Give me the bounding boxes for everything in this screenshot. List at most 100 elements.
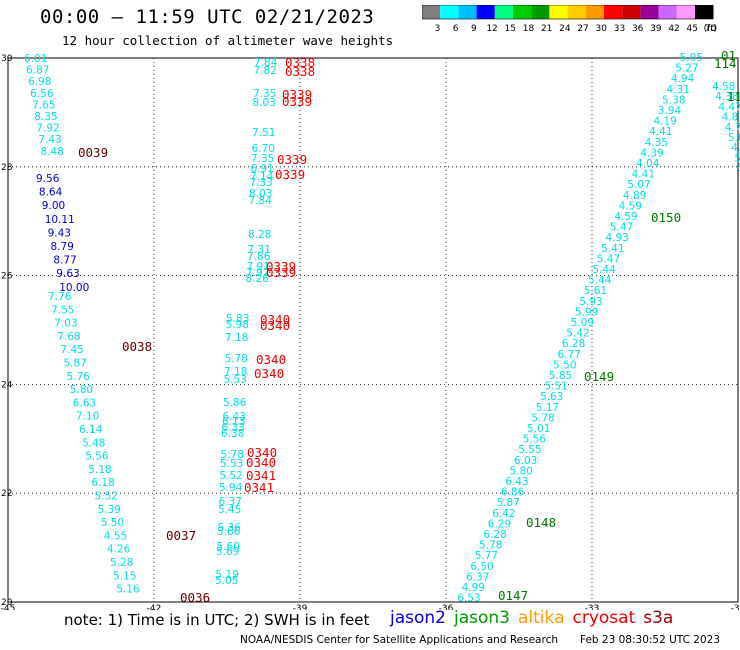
pass-time-label: 01 xyxy=(721,48,736,63)
pass-time-label: 0338 xyxy=(285,64,315,79)
wave-height-value: 6.38 xyxy=(221,428,244,440)
wave-height-value: 6.33 xyxy=(222,422,245,434)
wave-height-value: 4.99 xyxy=(462,582,485,594)
color-scale-bar: 3 6 9 12 15 18 21 24 27 30 33 36 39 42 45 70(ft) xyxy=(422,5,718,34)
legend-entry-altika: altika xyxy=(518,608,565,628)
wave-height-value: 5.53 xyxy=(220,458,243,470)
color-swatch xyxy=(676,5,695,19)
wave-height-value: 7.03 xyxy=(54,318,77,330)
color-scale-frame xyxy=(422,5,714,20)
wave-height-value: 5.45 xyxy=(218,504,241,516)
wave-height-value: 5.53 xyxy=(224,374,247,386)
wave-height-value: 4.59 xyxy=(614,211,637,223)
color-scale-label: 33 xyxy=(614,24,625,34)
wave-height-value: 5.80 xyxy=(510,465,533,477)
wave-height-value: 4.41 xyxy=(632,169,655,181)
wave-height-value: 7.14 xyxy=(250,171,274,183)
wave-height-value: 7.92 xyxy=(246,267,269,279)
pass-time-label: 0341 xyxy=(246,468,276,483)
pass-time-label: 0340 xyxy=(260,318,290,333)
wave-height-value: 5.60 xyxy=(217,541,240,553)
wave-height-value: 6.56 xyxy=(30,88,54,100)
wave-height-value: 6.53 xyxy=(457,593,480,605)
wave-height-value: 6.01 xyxy=(24,53,47,65)
wave-height-map: -45-42-39-36-33-303028262422206.016.876.… xyxy=(1,48,740,610)
color-scale-label: 36 xyxy=(632,24,644,34)
wave-height-value: 5.05 xyxy=(680,52,703,64)
wave-height-value: 6.18 xyxy=(91,477,114,489)
pass-time-label: 0339 xyxy=(275,167,305,182)
wave-height-value: 7.10 xyxy=(76,411,99,423)
wave-height-value: 4.41 xyxy=(649,126,672,138)
pass-time-label: 11 xyxy=(727,89,740,104)
wave-height-value: 4.93 xyxy=(605,232,628,244)
wave-height-value: 6.63 xyxy=(73,397,96,409)
pass-time-label: 0341 xyxy=(244,480,274,495)
wave-height-value: 6.03 xyxy=(514,455,537,467)
wave-height-value: 7.86 xyxy=(247,251,271,263)
wave-height-value: 6.70 xyxy=(252,143,275,155)
wave-height-value: 5.28 xyxy=(110,557,133,569)
credit-line: NOAA/NESDIS Center for Satellite Applica… xyxy=(240,634,558,646)
wave-height-value: 4.47 xyxy=(718,101,740,113)
lon-tick-label: -42 xyxy=(147,604,162,610)
pass-time-label: 0039 xyxy=(78,145,108,160)
color-scale-label: 27 xyxy=(577,24,588,34)
wave-height-value: 5.55 xyxy=(518,444,541,456)
wave-height-value: 5.27 xyxy=(675,63,698,75)
wave-height-value: 7.84 xyxy=(254,57,278,69)
wave-height-value: 5.56 xyxy=(85,451,109,463)
wave-height-value: 5.16 xyxy=(116,584,140,596)
map-frame xyxy=(7,57,739,603)
color-swatch xyxy=(604,5,623,19)
wave-height-value: 5.98 xyxy=(226,319,249,331)
color-scale-label: 42 xyxy=(668,24,679,34)
wave-height-value: 7.82 xyxy=(254,65,277,77)
wave-height-value: 7.55 xyxy=(51,304,74,316)
wave-height-value: 5.44 xyxy=(588,275,612,287)
wave-height-value: 5.52 xyxy=(220,470,243,482)
wave-height-value: 5.99 xyxy=(575,306,598,318)
wave-height-value: 5.86 xyxy=(223,397,247,409)
lat-tick-label: 20 xyxy=(1,598,13,608)
wave-height-value: 8.35 xyxy=(34,111,57,123)
legend-entry-jason2: jason2 xyxy=(390,608,446,628)
wave-height-value: 7.92 xyxy=(36,123,59,135)
wave-height-value: 5.41 xyxy=(601,243,624,255)
color-scale-unit: (ft) xyxy=(704,24,718,34)
color-scale-label: 70 xyxy=(705,24,717,34)
color-swatch xyxy=(476,5,495,19)
wave-height-value: 7.43 xyxy=(38,134,61,146)
wave-height-value: 6.91 xyxy=(251,163,274,175)
color-swatch xyxy=(422,5,441,19)
wave-height-value: 10.00 xyxy=(59,282,89,294)
satellite-legend: jason2 jason3 altika cryosat s3a xyxy=(390,608,681,628)
wave-height-value: 8.79 xyxy=(51,241,74,253)
pass-time-label: 0037 xyxy=(166,528,196,543)
wave-height-value: 8.28 xyxy=(248,229,271,241)
wave-height-value: 5.48 xyxy=(82,437,105,449)
color-swatch xyxy=(494,5,513,19)
color-scale-label: 39 xyxy=(650,24,662,34)
wave-height-value: 7.76 xyxy=(48,291,72,303)
pass-time-label: 0340 xyxy=(254,366,284,381)
color-scale-label: 21 xyxy=(541,24,552,34)
pass-time-label: 0150 xyxy=(651,210,681,225)
footer-note: note: 1) Time is in UTC; 2) SWH is in fe… xyxy=(64,611,370,629)
pass-time-label: 0339 xyxy=(266,259,296,274)
wave-height-value: 5.38 xyxy=(662,94,685,106)
color-scale-label: 15 xyxy=(505,24,516,34)
wave-height-value: 9.56 xyxy=(36,173,60,185)
wave-height-value: 5.47 xyxy=(610,222,633,234)
lat-tick-label: 26 xyxy=(1,272,13,282)
pass-time-label: 0148 xyxy=(526,515,556,530)
wave-height-value: 7.18 xyxy=(224,366,247,378)
wave-height-value: 4.04 xyxy=(636,158,660,170)
wave-height-value: 9.63 xyxy=(56,268,79,280)
page-subtitle: 12 hour collection of altimeter wave hei… xyxy=(62,33,394,48)
color-swatch xyxy=(695,5,714,19)
color-swatch xyxy=(622,5,641,19)
wave-height-value: 5.47 xyxy=(597,253,620,265)
wave-height-value: 4.38 xyxy=(715,91,738,103)
wave-height-value: 5.69 xyxy=(216,546,239,558)
